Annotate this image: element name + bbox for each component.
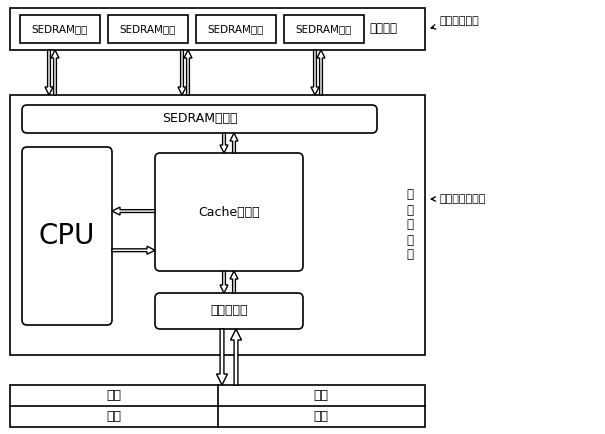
Text: 处
理
器
晶
圆: 处 理 器 晶 圆 xyxy=(407,188,413,262)
Bar xyxy=(10,385,425,427)
FancyArrow shape xyxy=(317,50,325,95)
FancyArrow shape xyxy=(220,271,228,293)
Text: SEDRAM单元: SEDRAM单元 xyxy=(296,24,352,34)
FancyArrow shape xyxy=(217,329,227,385)
FancyArrow shape xyxy=(184,50,192,95)
FancyBboxPatch shape xyxy=(22,105,377,133)
FancyArrow shape xyxy=(51,50,59,95)
Text: 处理器晶圆结构: 处理器晶圆结构 xyxy=(431,194,485,204)
Bar xyxy=(20,15,100,43)
FancyBboxPatch shape xyxy=(155,153,303,271)
Text: Cache控制器: Cache控制器 xyxy=(198,206,260,218)
FancyArrow shape xyxy=(231,329,241,385)
FancyArrow shape xyxy=(220,133,228,153)
Text: 内存: 内存 xyxy=(106,410,121,423)
Text: 内存: 内存 xyxy=(314,389,329,402)
Text: SEDRAM控制器: SEDRAM控制器 xyxy=(162,112,237,125)
FancyArrow shape xyxy=(112,246,155,254)
FancyBboxPatch shape xyxy=(22,147,112,325)
Bar xyxy=(196,15,276,43)
Text: SEDRAM单元: SEDRAM单元 xyxy=(208,24,264,34)
FancyArrow shape xyxy=(311,50,319,95)
Text: 存储晶圆: 存储晶圆 xyxy=(369,23,397,36)
Text: CPU: CPU xyxy=(39,222,95,250)
Bar xyxy=(10,95,425,355)
Bar xyxy=(284,15,364,43)
Text: SEDRAM单元: SEDRAM单元 xyxy=(32,24,88,34)
Text: 内存: 内存 xyxy=(314,410,329,423)
Bar xyxy=(108,15,188,43)
FancyArrow shape xyxy=(230,271,238,293)
Bar xyxy=(10,8,425,50)
FancyBboxPatch shape xyxy=(155,293,303,329)
FancyArrow shape xyxy=(112,207,155,215)
FancyArrow shape xyxy=(45,50,53,95)
Text: 存储晶圆结构: 存储晶圆结构 xyxy=(431,16,479,29)
Text: 内存控制器: 内存控制器 xyxy=(211,305,248,318)
FancyArrow shape xyxy=(178,50,186,95)
Text: SEDRAM单元: SEDRAM单元 xyxy=(120,24,176,34)
Text: 内存: 内存 xyxy=(106,389,121,402)
FancyArrow shape xyxy=(230,133,238,153)
